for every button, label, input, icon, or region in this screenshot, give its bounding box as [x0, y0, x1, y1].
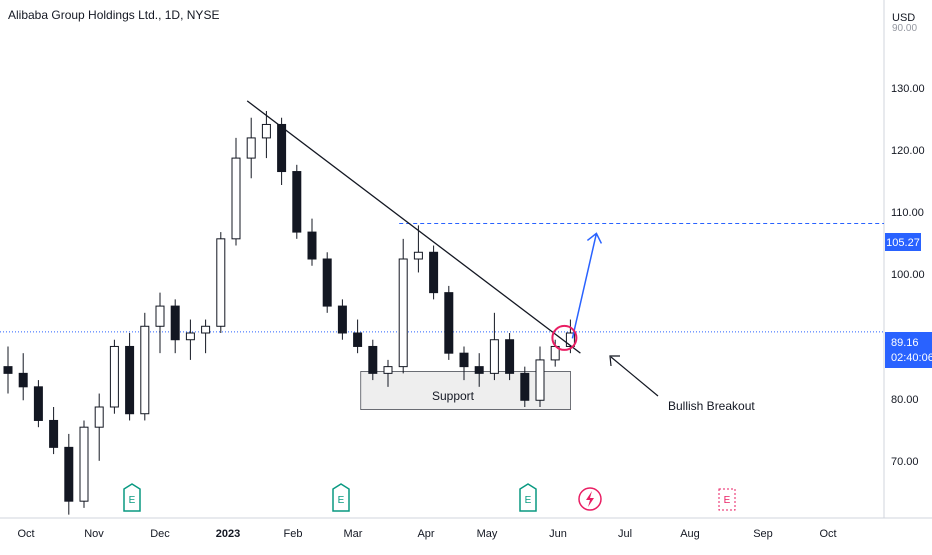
candle-body	[565, 332, 575, 347]
svg-text:E: E	[338, 495, 345, 506]
candle-body	[64, 446, 74, 502]
candle-body	[261, 123, 271, 139]
price-tick: 100.00	[891, 269, 925, 281]
candle-body	[429, 251, 439, 294]
support-zone	[360, 371, 571, 410]
svg-text:E: E	[129, 495, 136, 506]
time-label: Nov	[84, 528, 104, 540]
candle-body	[216, 238, 226, 327]
candle-body	[170, 305, 180, 341]
candle-body	[489, 339, 499, 374]
candle-body	[505, 339, 515, 374]
candle-body	[3, 366, 13, 374]
candle-body	[322, 258, 332, 307]
time-label: Oct	[17, 528, 34, 540]
target-price-badge: 105.27	[885, 233, 921, 251]
bar-countdown: 02:40:06	[891, 352, 932, 364]
candle-body	[307, 231, 317, 260]
price-tick: 80.00	[891, 394, 919, 406]
candle-body	[125, 345, 135, 415]
candle-body	[520, 372, 530, 401]
candle-body	[368, 345, 378, 374]
time-label: Aug	[680, 528, 700, 540]
earnings-icon[interactable]: E	[332, 483, 350, 512]
time-label: Sep	[753, 528, 773, 540]
candle-body	[155, 305, 165, 327]
hidden-tick-label: 90.00	[892, 23, 917, 34]
bullish-breakout-label: Bullish Breakout	[668, 399, 755, 413]
breakout-highlight-circle[interactable]	[551, 324, 578, 351]
candle-body	[246, 137, 256, 159]
price-tick: 110.00	[891, 207, 924, 219]
candle-body	[459, 352, 469, 368]
candle-body	[231, 157, 241, 240]
descending-trendline[interactable]	[246, 100, 581, 354]
current-price-badge: 89.16 02:40:06	[885, 332, 932, 368]
candle-body	[398, 258, 408, 368]
svg-text:105.27: 105.27	[886, 237, 920, 249]
lightning-event-icon[interactable]	[578, 487, 602, 511]
candle-body	[383, 366, 393, 374]
time-label: 2023	[216, 528, 240, 540]
breakout-pointer-arrow	[610, 356, 659, 397]
time-label: Oct	[819, 528, 836, 540]
currency-label: USD	[892, 12, 915, 24]
current-price-value: 89.16	[891, 337, 919, 349]
candle-body	[49, 419, 59, 448]
price-tick: 70.00	[891, 456, 919, 468]
candle-body	[201, 325, 211, 334]
time-label: Feb	[284, 528, 303, 540]
time-label: Jun	[549, 528, 567, 540]
candle-body	[353, 332, 363, 347]
time-label: May	[477, 528, 498, 540]
time-label: Jul	[618, 528, 632, 540]
earnings-icon[interactable]: E	[123, 483, 141, 512]
candle-body	[292, 171, 302, 233]
candle-body	[277, 123, 287, 173]
price-tick: 130.00	[891, 83, 925, 95]
candle-body	[94, 406, 104, 428]
candle-body	[109, 345, 119, 408]
time-label: Dec	[150, 528, 170, 540]
time-label: Apr	[417, 528, 434, 540]
svg-text:E: E	[724, 495, 731, 506]
candle-body	[474, 366, 484, 374]
candle-body	[185, 332, 195, 341]
candle-body	[33, 386, 43, 421]
projected-breakout-arrow[interactable]	[571, 232, 603, 339]
candle-body	[413, 251, 423, 260]
candle-body	[444, 292, 454, 354]
earnings-icon[interactable]: E	[519, 483, 537, 512]
svg-text:E: E	[525, 495, 532, 506]
candle-body	[337, 305, 347, 334]
time-label: Mar	[344, 528, 363, 540]
earnings-icon-upcoming[interactable]: E	[718, 488, 736, 511]
candle-body	[18, 372, 28, 388]
price-tick-labels: 130.00 120.00 110.00 100.00 80.00 70.00	[891, 83, 925, 468]
chart-title: Alibaba Group Holdings Ltd., 1D, NYSE	[8, 8, 220, 22]
support-label: Support	[432, 389, 475, 403]
candle-body	[79, 426, 89, 502]
candle-body	[140, 325, 150, 415]
price-tick: 120.00	[891, 145, 925, 157]
time-axis-labels: Oct Nov Dec 2023 Feb Mar Apr May Jun Jul…	[17, 528, 836, 540]
breakout-pointer-arrowhead	[609, 355, 620, 367]
candle-body	[535, 359, 545, 401]
